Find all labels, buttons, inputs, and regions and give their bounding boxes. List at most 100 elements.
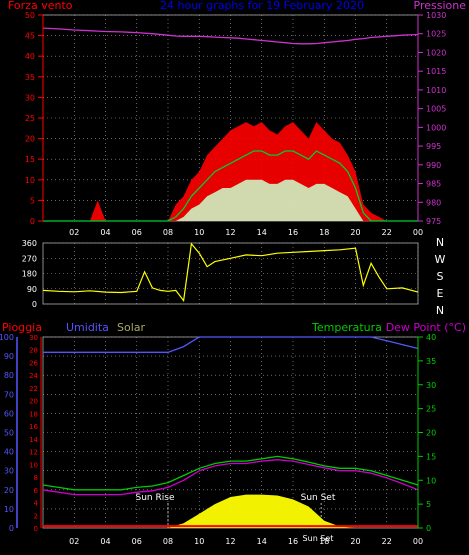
temp-tick-label: 40 — [426, 333, 436, 342]
rain-tick-label: 28 — [29, 347, 38, 355]
series-wind-average — [43, 150, 418, 222]
tick-label-right: 995 — [426, 142, 441, 151]
rain-tick-label: 20 — [29, 398, 38, 406]
left-axis-label-wind: Forza vento — [8, 0, 73, 12]
tick-label-left: 5 — [30, 196, 35, 205]
direction-tick-label: 360 — [22, 239, 37, 248]
compass-label: E — [437, 287, 444, 300]
solar-label: Solar — [117, 321, 146, 334]
climate-axes: 0102030405060708090100024681012141618202… — [0, 333, 436, 546]
rain-tick-label: 24 — [29, 372, 38, 380]
temp-tick-label: 15 — [426, 452, 436, 461]
humidity-tick-label: 10 — [4, 505, 14, 514]
tick-label-left: 50 — [25, 11, 35, 20]
tick-label-x: 00 — [413, 228, 423, 237]
humidity-tick-label: 60 — [4, 409, 14, 418]
tick-label-right: 985 — [426, 180, 441, 189]
tick-label-x: 14 — [257, 537, 267, 546]
tick-label-left: 10 — [25, 176, 35, 185]
temp-tick-label: 25 — [426, 405, 436, 414]
rain-tick-label: 30 — [29, 334, 38, 342]
temp-tick-label: 0 — [426, 524, 431, 533]
series-wind-direction — [42, 242, 419, 303]
rain-tick-label: 0 — [34, 525, 38, 533]
tick-label-x: 16 — [288, 228, 298, 237]
tick-label-x: 16 — [288, 537, 298, 546]
rain-tick-label: 22 — [29, 385, 38, 393]
humidity-tick-label: 40 — [4, 448, 14, 457]
direction-tick-label: 0 — [32, 300, 37, 309]
tick-label-x: 00 — [413, 537, 423, 546]
tick-label-x: 08 — [163, 228, 173, 237]
sunset-annotation: Sun Set — [301, 493, 336, 503]
tick-label-right: 1000 — [426, 123, 446, 132]
sunrise-annotation: Sun Rise — [136, 493, 175, 503]
temp-tick-label: 20 — [426, 429, 436, 438]
tick-label-left: 30 — [25, 93, 35, 102]
compass-label: W — [435, 253, 446, 266]
tick-label-right: 1020 — [426, 48, 446, 57]
tick-label-x: 18 — [319, 228, 329, 237]
compass-label: N — [436, 304, 444, 317]
tick-label-right: 1025 — [426, 30, 446, 39]
temperature-label: Temperatura — [311, 321, 382, 334]
temp-tick-label: 5 — [426, 500, 431, 509]
tick-label-left: 0 — [30, 217, 35, 226]
tick-label-x: 12 — [225, 228, 235, 237]
rain-tick-label: 16 — [29, 423, 38, 431]
tick-label-x: 02 — [69, 228, 79, 237]
rain-tick-label: 6 — [34, 487, 39, 495]
rain-tick-label: 14 — [29, 436, 38, 444]
tick-label-left: 15 — [25, 155, 35, 164]
direction-grid — [42, 242, 419, 305]
humidity-label: Umidita — [66, 321, 109, 334]
compass-label: S — [437, 270, 444, 283]
climate-series — [42, 336, 419, 528]
wind-pressure-axes: 0510152025303540455097598098599099510001… — [25, 11, 447, 237]
series-wind-min — [43, 179, 418, 221]
tick-label-x: 12 — [225, 537, 235, 546]
rain-tick-label: 12 — [29, 449, 38, 457]
tick-label-left: 40 — [25, 52, 35, 61]
tick-label-right: 1030 — [426, 11, 446, 20]
rain-label: Pioggia — [2, 321, 42, 334]
tick-label-right: 975 — [426, 217, 441, 226]
temp-tick-label: 35 — [426, 357, 436, 366]
direction-tick-label: 90 — [27, 285, 37, 294]
humidity-tick-label: 50 — [4, 429, 14, 438]
humidity-tick-label: 80 — [4, 371, 14, 380]
tick-label-x: 14 — [257, 228, 267, 237]
temp-tick-label: 10 — [426, 476, 436, 485]
tick-label-x: 22 — [382, 537, 392, 546]
sunset-axis-annotation: Sun Set — [303, 534, 334, 543]
tick-label-x: 04 — [100, 537, 110, 546]
tick-label-x: 10 — [194, 537, 204, 546]
tick-label-left: 25 — [25, 114, 35, 123]
direction-series — [42, 242, 419, 303]
tick-label-x: 20 — [350, 228, 360, 237]
tick-label-right: 1010 — [426, 86, 446, 95]
tick-label-right: 1015 — [426, 67, 446, 76]
rain-tick-label: 26 — [29, 359, 38, 367]
tick-label-x: 04 — [100, 228, 110, 237]
tick-label-right: 990 — [426, 161, 441, 170]
humidity-tick-label: 70 — [4, 390, 14, 399]
tick-label-left: 35 — [25, 73, 35, 82]
tick-label-left: 20 — [25, 135, 35, 144]
series-pressure — [42, 27, 419, 45]
dewpoint-label: Dew Point (°C) — [386, 321, 466, 334]
series-humidity — [43, 336, 419, 353]
rain-tick-label: 8 — [34, 474, 38, 482]
humidity-tick-label: 20 — [4, 486, 14, 495]
tick-label-right: 980 — [426, 198, 441, 207]
tick-label-right: 1005 — [426, 105, 446, 114]
temp-tick-label: 30 — [426, 381, 436, 390]
tick-label-left: 45 — [25, 32, 35, 41]
direction-tick-label: 270 — [22, 254, 37, 263]
rain-tick-label: 2 — [34, 512, 38, 520]
tick-label-x: 10 — [194, 228, 204, 237]
humidity-tick-label: 30 — [4, 467, 14, 476]
tick-label-x: 20 — [350, 537, 360, 546]
